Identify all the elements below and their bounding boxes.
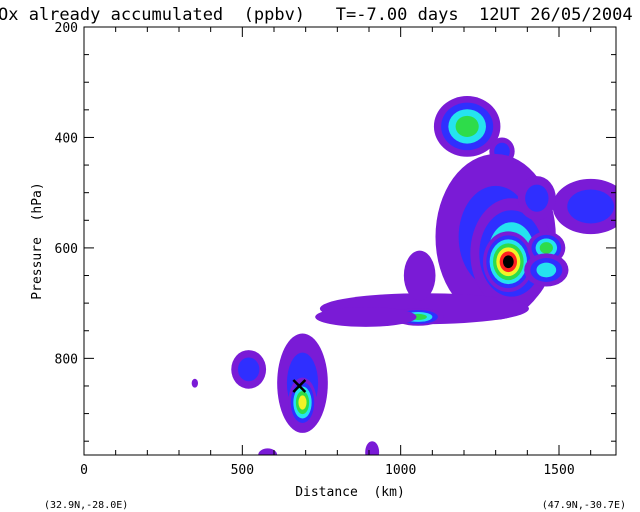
contour-level-1-blob-2 xyxy=(567,189,615,224)
contour-level-3-blob-0 xyxy=(455,115,479,137)
position-marker xyxy=(292,379,307,393)
x-tick-label: 1000 xyxy=(385,463,416,478)
x-tick-label: 0 xyxy=(80,463,88,478)
contour-level-0-blob-8 xyxy=(403,250,436,301)
corner-label-right: (47.9N,-30.7E) xyxy=(542,500,626,511)
corner-label-left: (32.9N,-28.0E) xyxy=(44,500,128,511)
y-axis-label: Pressure (hPa) xyxy=(30,182,45,299)
contour-level-0-blob-9 xyxy=(315,306,417,327)
contour-level-2-blob-11 xyxy=(536,262,557,278)
x-tick-label: 1500 xyxy=(543,463,574,478)
contour-level-1-blob-15 xyxy=(237,357,260,382)
y-tick-label: 200 xyxy=(55,21,78,36)
contour-level-0-blob-16 xyxy=(191,378,198,388)
contour-level-1-blob-12 xyxy=(525,184,549,212)
y-tick-label: 600 xyxy=(55,242,78,257)
x-tick-label: 500 xyxy=(231,463,254,478)
x-axis-label: Distance (km) xyxy=(295,485,405,500)
y-tick-label: 800 xyxy=(55,352,78,367)
contour-field xyxy=(191,96,616,455)
contour-level-3-blob-10 xyxy=(539,242,553,254)
plot-frame xyxy=(83,26,617,456)
y-tick-label: 400 xyxy=(55,131,78,146)
contour-level-0-blob-18 xyxy=(365,441,380,455)
y-axis-ticks: 200 400 600 800 xyxy=(55,21,616,442)
contour-level-0-blob-17 xyxy=(258,448,278,455)
x-axis-ticks: 0 500 1000 1500 xyxy=(80,27,592,478)
contour-level-4-blob-14 xyxy=(298,395,307,410)
chart-title: Ox already accumulated (ppbv) T=-7.00 da… xyxy=(0,5,640,25)
contour-level-6-blob-5 xyxy=(503,255,514,269)
marker-stroke xyxy=(292,379,307,393)
